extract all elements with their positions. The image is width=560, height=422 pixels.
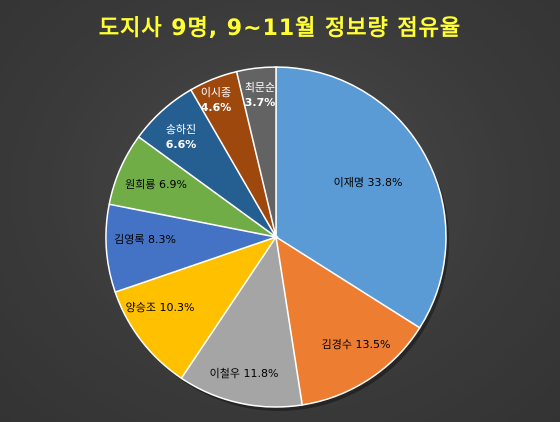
- pie-slice-4: [114, 235, 278, 380]
- pie-slice-2: [275, 235, 421, 406]
- pie-slice-3: [180, 234, 304, 408]
- pie-slice-9: [235, 66, 277, 238]
- slice-label-6: 원희룡 6.9%: [125, 178, 187, 191]
- chart-title: 도지사 9명, 9~11월 정보량 점유율: [98, 16, 462, 41]
- slice-label-3: 이철우 11.8%: [210, 367, 279, 380]
- slice-label-5: 김영록 8.3%: [114, 233, 176, 246]
- slice-label-9: 최문순 3.7%: [245, 81, 276, 109]
- slice-label-4: 양승조 10.3%: [126, 301, 195, 314]
- slice-label-7: 송하진 6.6%: [166, 122, 197, 151]
- slice-label-1: 이재명 33.8%: [334, 176, 403, 189]
- slice-label-2: 김경수 13.5%: [322, 338, 391, 351]
- pie-slice-1: [275, 66, 447, 329]
- slice-label-8: 이시종 4.6%: [201, 86, 232, 114]
- pie-slice-5: [105, 203, 279, 294]
